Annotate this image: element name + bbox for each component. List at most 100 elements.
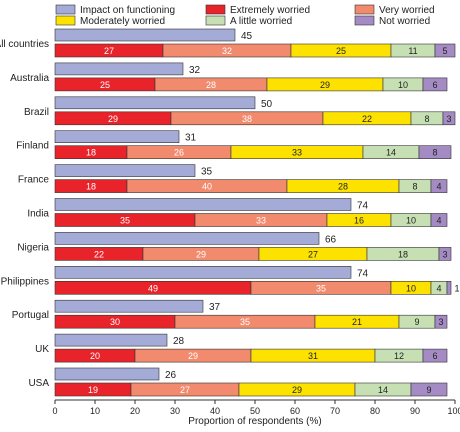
impact-bar (54, 62, 184, 76)
impact-bar (54, 198, 352, 211)
segment-value-label: 35 (240, 317, 250, 327)
country-label: Australia (10, 73, 49, 84)
country-label: France (18, 175, 50, 186)
worry-segment (430, 213, 448, 227)
impact-value-label: 32 (189, 65, 201, 76)
segment-value-label: 4 (436, 216, 441, 226)
segment-value-label: 27 (180, 385, 190, 395)
impact-bar (54, 367, 160, 381)
impact-bar (54, 164, 196, 177)
impact-bar (54, 333, 168, 347)
country-label: Finland (16, 141, 49, 152)
legend-swatch (55, 15, 76, 26)
impact-bar (54, 28, 236, 42)
country-label: India (27, 209, 49, 220)
legend-label: Not worried (379, 16, 430, 27)
country-group: UK 28 20 29 31 12 6 (35, 333, 448, 363)
segment-value-label: 14 (378, 385, 388, 395)
country-group: India 74 35 33 16 10 4 (27, 198, 448, 227)
legend-swatch (205, 4, 226, 15)
segment-value-label: 18 (398, 249, 408, 259)
legend: Impact on functioning Extremely worried Ve… (55, 4, 435, 27)
x-tick-label: 70 (330, 406, 340, 416)
segment-value-label: 33 (256, 216, 266, 226)
impact-value-label: 66 (325, 234, 337, 245)
segment-value-label: 8 (432, 148, 437, 158)
country-label: Nigeria (17, 242, 49, 253)
segment-value-label: 11 (408, 46, 417, 56)
country-group: All countries 45 27 32 25 11 5 (0, 28, 456, 58)
country-group: Nigeria 66 22 29 27 18 3 (17, 232, 452, 261)
segment-value-label: 20 (90, 351, 100, 361)
worry-segment (430, 179, 448, 193)
segment-value-label: 19 (88, 385, 98, 395)
segment-value-label: 10 (398, 80, 408, 90)
impact-bar (54, 96, 256, 110)
x-axis-title: Proportion of respondents (%) (188, 416, 321, 427)
segment-value-label: 49 (148, 283, 158, 293)
x-tick-label: 20 (130, 406, 140, 416)
x-tick-label: 100 (447, 406, 460, 416)
segment-value-label: 10 (406, 216, 416, 226)
impact-value-label: 74 (357, 268, 369, 279)
country-group: Brazil 50 29 38 22 8 3 (24, 96, 456, 126)
legend-label: Impact on functioning (80, 5, 175, 16)
x-tick-label: 10 (90, 406, 100, 416)
x-tick-label: 0 (52, 406, 57, 416)
segment-value-label: 29 (292, 385, 302, 395)
segment-value-label: 29 (188, 351, 198, 361)
impact-value-label: 45 (241, 31, 253, 42)
segment-value-label: 9 (414, 317, 419, 327)
legend-label: Extremely worried (230, 5, 310, 16)
segment-value-label: 27 (104, 46, 114, 56)
segment-value-label: 21 (352, 317, 362, 327)
segment-value-label: 40 (202, 182, 212, 192)
impact-value-label: 35 (201, 167, 213, 178)
worry-segment (434, 314, 448, 329)
segment-value-label: 3 (438, 317, 443, 327)
segment-value-label: 28 (338, 182, 348, 192)
segment-value-label: 27 (308, 249, 318, 259)
country-label: All countries (0, 39, 49, 50)
country-group: France 35 18 40 28 8 4 (18, 164, 448, 193)
country-group: Finland 31 18 26 33 14 8 (16, 130, 452, 159)
x-tick-label: 80 (370, 406, 380, 416)
legend-swatch (354, 15, 375, 26)
worry-segment (418, 145, 452, 159)
segment-value-label: 10 (406, 283, 416, 293)
country-label: Philippines (1, 276, 49, 287)
segment-value-label: 28 (206, 80, 216, 90)
impact-bar (54, 299, 204, 313)
segment-value-label: 18 (86, 148, 96, 158)
segment-value-label: 26 (174, 148, 184, 158)
segment-value-label: 30 (110, 317, 120, 327)
segment-value-label: 8 (424, 114, 429, 124)
worry-segment (410, 382, 448, 397)
segment-value-label: 3 (446, 114, 451, 124)
segment-value-label: 12 (394, 351, 404, 361)
impact-value-label: 74 (357, 201, 369, 212)
segment-value-label: 22 (94, 249, 104, 259)
country-label: Brazil (24, 107, 49, 118)
segment-value-label: 33 (292, 148, 302, 158)
segment-value-label: 35 (120, 216, 130, 226)
impact-value-label: 37 (209, 302, 221, 313)
segment-value-label: 4 (436, 182, 441, 192)
segment-value-label: 16 (354, 216, 364, 226)
legend-swatch (205, 15, 226, 26)
worry-segment (438, 247, 452, 261)
worry-segment (422, 348, 448, 363)
plot-area: All countries45273225115Australia3225282… (0, 28, 460, 397)
impact-bar (54, 265, 352, 279)
country-label: Portugal (12, 310, 49, 321)
x-tick-label: 60 (290, 406, 300, 416)
impact-bar (54, 232, 320, 245)
x-tick-label: 30 (170, 406, 180, 416)
worry-segment (446, 280, 452, 295)
legend-label: A little worried (230, 16, 292, 27)
legend-label: Moderately worried (80, 16, 165, 27)
impact-value-label: 50 (261, 99, 273, 110)
segment-value-label: 4 (436, 283, 441, 293)
segment-value-label: 8 (412, 182, 417, 192)
